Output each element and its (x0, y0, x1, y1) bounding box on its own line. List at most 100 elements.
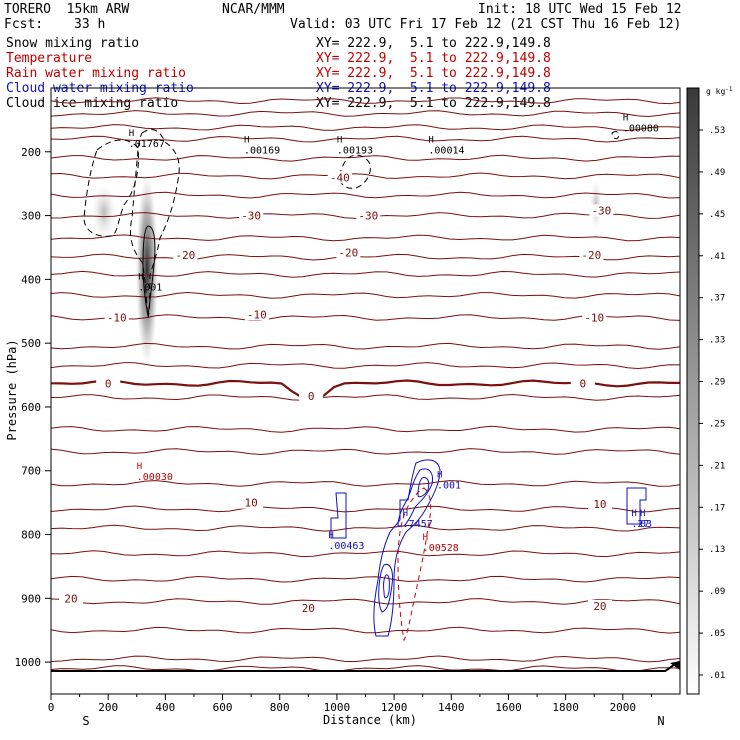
x-axis-title: Distance (km) (323, 713, 417, 727)
max-marker-h: H (244, 136, 249, 146)
isotherm-line (51, 550, 680, 558)
isotherm-line (51, 655, 680, 663)
forecast-label: Fcst: (4, 17, 44, 32)
max-marker-h: H (428, 136, 433, 146)
colorbar-tick-label: .25 (709, 419, 725, 429)
isotherm-line (51, 172, 680, 180)
isotherm-label-bg (327, 171, 352, 184)
isotherm-label: -10 (247, 308, 267, 321)
isotherm-label: 0 (579, 377, 586, 390)
isotherm-line (51, 448, 680, 456)
max-value: .01767 (129, 139, 165, 150)
xy-rain: XY= 222.9, 5.1 to 222.9,149.8 (316, 66, 551, 81)
x-axis-south-label: S (82, 714, 89, 728)
isotherm-label: 0 (105, 377, 112, 390)
isotherm-label: -30 (241, 210, 261, 223)
field-name-cloud-ice: Cloud ice mixing ratio (6, 96, 179, 111)
max-value: .001 (437, 480, 461, 491)
colorbar-tick-label: .45 (709, 210, 725, 220)
isotherm-label: 10 (245, 497, 258, 510)
colorbar-tick-label: .01 (709, 671, 725, 681)
max-marker-h: H (640, 509, 645, 519)
isotherm-line (51, 234, 680, 242)
isotherm-line (51, 524, 680, 532)
rain-contours (397, 487, 432, 642)
colorbar-unit-text: g kg (706, 87, 725, 96)
cloud-water-contours (330, 459, 647, 637)
snow-shading (92, 175, 602, 365)
field-name-temperature: Temperature (6, 51, 93, 66)
y-tick-label: 800 (21, 529, 41, 542)
isotherm-label: -10 (107, 312, 127, 325)
x-tick-label: 400 (155, 701, 175, 714)
x-tick-label: 1400 (438, 701, 465, 714)
isotherm-label-bg (296, 601, 321, 614)
field-name-snow: Snow mixing ratio (6, 36, 140, 51)
y-tick-label: 400 (21, 273, 41, 286)
max-marker-h: H (437, 470, 442, 480)
colorbar-tick-label: .49 (709, 168, 725, 178)
x-tick-label: 800 (270, 701, 290, 714)
isotherm-label: -20 (338, 247, 358, 260)
isotherm-line (51, 575, 680, 583)
isotherm-line (51, 393, 680, 401)
isotherm-label-bg (299, 390, 324, 403)
max-marker-h: H (137, 462, 142, 472)
isotherm-label-bg (570, 377, 595, 390)
isotherm-line (51, 505, 680, 513)
isotherm-label-bg (579, 249, 604, 262)
isotherm-label-bg (239, 209, 264, 222)
max-value: .00080 (623, 123, 659, 134)
y-tick-label: 900 (21, 592, 41, 605)
isotherm-line (51, 291, 680, 299)
isotherm-label-bg (336, 246, 361, 259)
max-marker-h: H (129, 129, 134, 139)
max-value: .00030 (137, 472, 173, 483)
field-name-rain: Rain water mixing ratio (6, 66, 187, 81)
isotherm-lines (51, 97, 680, 673)
colorbar-tick-label: .17 (709, 503, 725, 513)
isotherm-label: -20 (175, 249, 195, 262)
colorbar-unit: g kg-1 (706, 86, 733, 96)
terrain-fill (670, 661, 680, 670)
isotherm-line (51, 480, 680, 487)
isotherm-label-bg (589, 204, 614, 217)
isotherm-label-bg (582, 311, 607, 324)
isotherm-label-bg (587, 599, 612, 612)
max-marker-h: H (337, 136, 342, 146)
colorbar (686, 87, 700, 695)
x-tick-label: 200 (98, 701, 118, 714)
xy-temperature: XY= 222.9, 5.1 to 222.9,149.8 (316, 51, 551, 66)
y-tick-label: 200 (21, 146, 41, 159)
terrain-surface (51, 661, 681, 672)
isotherm-line (51, 154, 680, 162)
max-value: .00169 (244, 146, 280, 157)
isotherm-label-bg (173, 249, 198, 262)
y-tick-label: 700 (21, 465, 41, 478)
max-value: .00193 (337, 146, 373, 157)
isotherm-label: 20 (64, 592, 77, 605)
colorbar-tick-label: .53 (709, 126, 725, 136)
x-tick-label: 1200 (381, 701, 408, 714)
max-value: .27 (631, 519, 649, 530)
x-tick-label: 1800 (552, 701, 579, 714)
init-time: Init: 18 UTC Wed 15 Feb 12 (478, 2, 682, 17)
isotherm-line (51, 314, 680, 321)
isotherm-line (51, 97, 680, 105)
isotherm-label-bg (96, 377, 121, 390)
x-tick-label: 2000 (610, 701, 637, 714)
model-title: TORERO 15km ARW (4, 2, 130, 17)
isotherm-label: 10 (593, 498, 606, 511)
isotherm-line (51, 270, 680, 278)
valid-time: Valid: 03 UTC Fri 17 Feb 12 (21 CST Thu … (290, 17, 682, 32)
isotherm-line (51, 342, 680, 350)
isotherm-label: 0 (308, 390, 315, 403)
x-tick-label: 600 (213, 701, 233, 714)
colorbar-tick-label: .09 (709, 587, 725, 597)
isotherm-label-bg (59, 592, 84, 605)
y-axis: 200 300 400 500 600 700 800 900 1000 (15, 146, 51, 669)
max-marker-h: H (631, 509, 636, 519)
maxima-labels: H.01767 H.00169H.00193H.00014H.00080H.001… (129, 113, 659, 554)
isotherm-label: -20 (581, 249, 601, 262)
colorbar-tick-label: .13 (709, 545, 725, 555)
